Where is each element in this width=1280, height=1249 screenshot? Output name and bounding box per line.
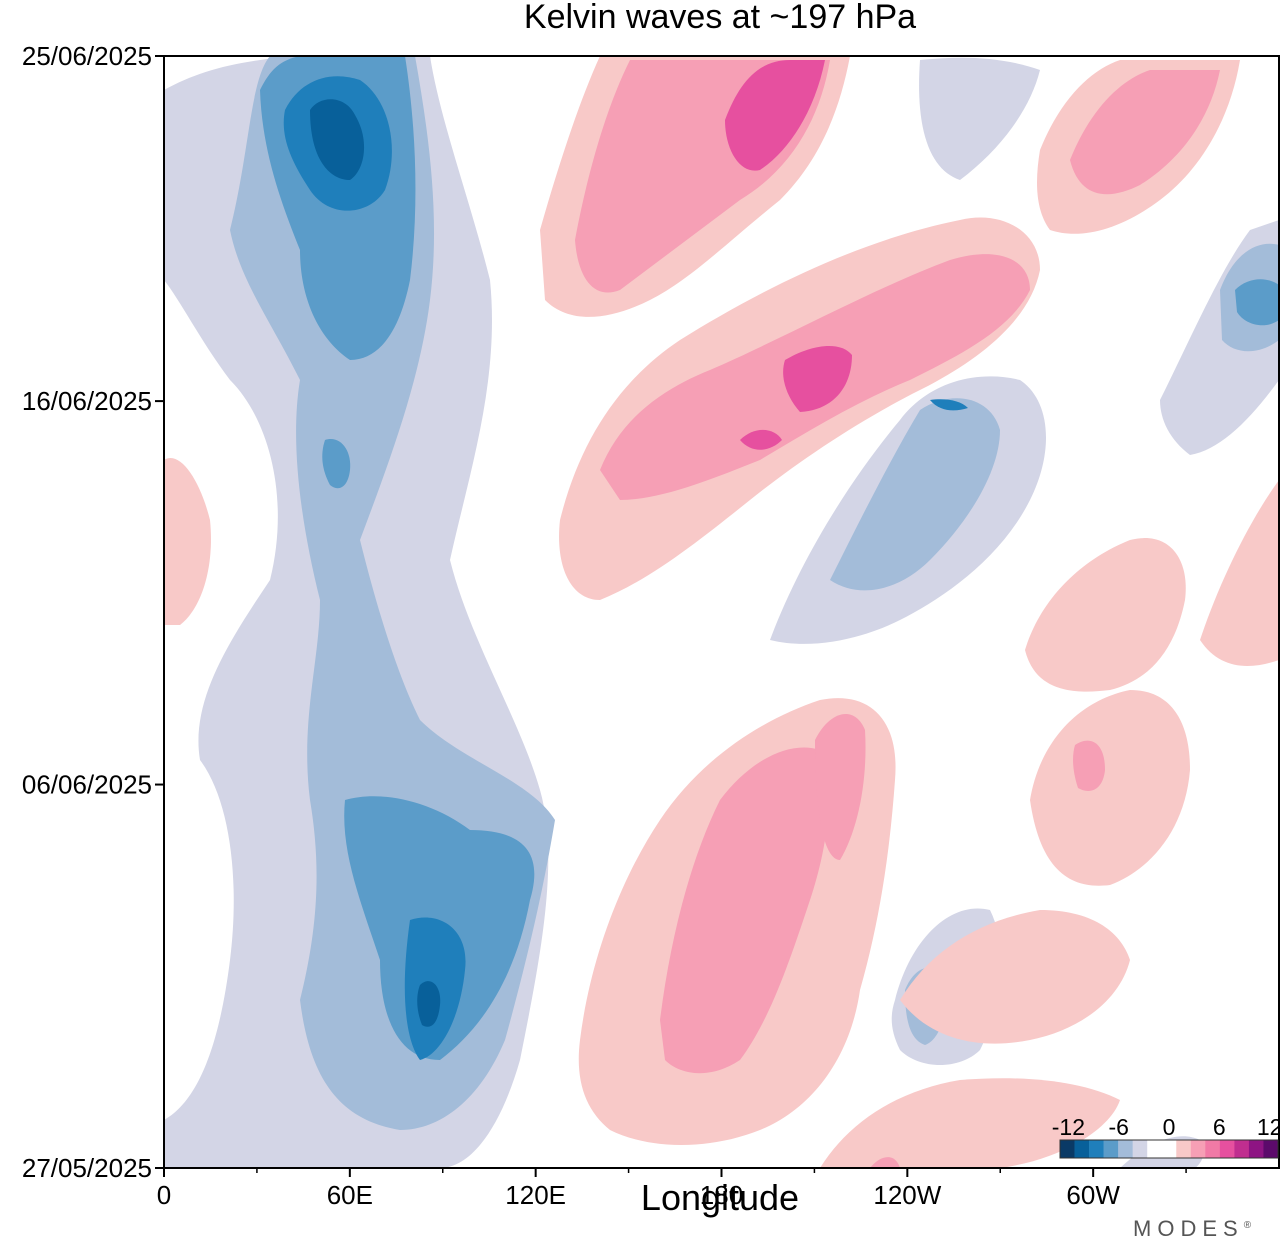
- colorbar-label: 12: [1257, 1114, 1280, 1140]
- y-tick-label: 25/06/2025: [22, 41, 152, 71]
- colorbar-swatch: [1263, 1140, 1279, 1158]
- colorbar-swatch: [1234, 1140, 1250, 1158]
- x-tick-label: 0: [157, 1180, 171, 1210]
- colorbar-swatch: [1147, 1140, 1163, 1158]
- negative-anomaly-region-west: [164, 56, 555, 1168]
- colorbar-swatch: [1060, 1140, 1075, 1158]
- y-tick-label: 27/05/2025: [22, 1153, 152, 1183]
- x-axis: 0 60E 120E 180 120W 60W: [157, 1168, 1187, 1210]
- colorbar-swatch: [1176, 1140, 1192, 1158]
- anomaly-field: [164, 56, 1279, 1168]
- colorbar-swatch: [1161, 1140, 1177, 1158]
- y-axis: 25/06/2025 16/06/2025 06/06/2025 27/05/2025: [22, 41, 164, 1183]
- x-tick-label: 180: [700, 1180, 743, 1210]
- x-axis-label: Longitude: [641, 1177, 799, 1218]
- colorbar-label: -6: [1108, 1114, 1128, 1140]
- colorbar: -12 -6 0 6 12: [1052, 1114, 1280, 1159]
- colorbar-swatch: [1190, 1140, 1206, 1158]
- colorbar-label: 6: [1213, 1114, 1226, 1140]
- colorbar-swatch: [1074, 1140, 1090, 1158]
- chart-title: Kelvin waves at ~197 hPa: [524, 0, 916, 36]
- colorbar-swatch: [1118, 1140, 1133, 1158]
- positive-anomaly-regions: [164, 56, 1279, 1168]
- colorbar-label: -12: [1052, 1114, 1085, 1140]
- x-tick-label: 60W: [1066, 1180, 1120, 1210]
- colorbar-label: 0: [1163, 1114, 1176, 1140]
- colorbar-swatch: [1132, 1140, 1148, 1158]
- y-tick-label: 06/06/2025: [22, 770, 152, 800]
- colorbar-swatch: [1219, 1140, 1235, 1158]
- x-tick-label: 60E: [327, 1180, 373, 1210]
- x-tick-label: 120E: [505, 1180, 566, 1210]
- colorbar-frame: [1059, 1139, 1279, 1159]
- colorbar-swatch: [1103, 1140, 1119, 1158]
- brand-wordmark: MODES®: [1133, 1216, 1252, 1241]
- colorbar-swatch: [1248, 1140, 1264, 1158]
- x-tick-label: 120W: [873, 1180, 941, 1210]
- y-tick-label: 16/06/2025: [22, 386, 152, 416]
- colorbar-swatch: [1205, 1140, 1221, 1158]
- colorbar-swatch: [1089, 1140, 1104, 1158]
